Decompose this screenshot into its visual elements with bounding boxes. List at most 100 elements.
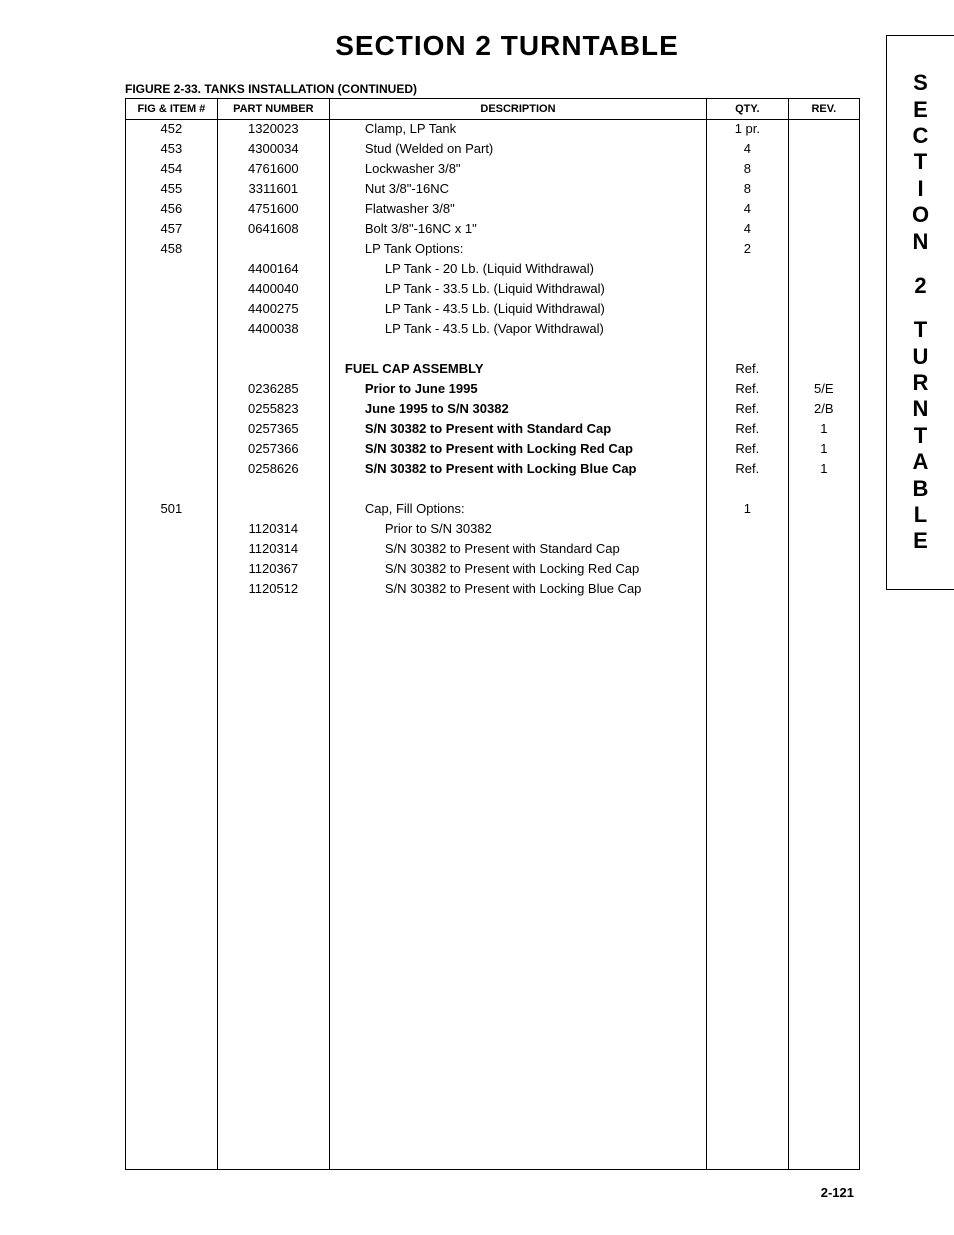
figure-caption: FIGURE 2-33. TANKS INSTALLATION (CONTINU… bbox=[125, 82, 904, 96]
cell-part: 0641608 bbox=[217, 220, 329, 240]
cell-desc: LP Tank - 20 Lb. (Liquid Withdrawal) bbox=[329, 260, 706, 280]
header-fig: Fig & Item # bbox=[126, 99, 218, 120]
cell-fig bbox=[126, 420, 218, 440]
cell-rev bbox=[788, 140, 859, 160]
desc-text: S/N 30382 to Present with Standard Cap bbox=[345, 541, 620, 556]
cell-desc: S/N 30382 to Present with Locking Blue C… bbox=[329, 580, 706, 600]
cell-part: 0255823 bbox=[217, 400, 329, 420]
side-tab-char: I bbox=[917, 176, 923, 202]
desc-text: Lockwasher 3/8" bbox=[345, 161, 461, 176]
side-tab-char: E bbox=[913, 97, 928, 123]
filler-cell bbox=[707, 600, 789, 1170]
side-tab-char: N bbox=[913, 229, 929, 255]
table-row: 0258626 S/N 30382 to Present with Locking… bbox=[126, 460, 860, 480]
cell-rev bbox=[788, 240, 859, 260]
side-tab-char: T bbox=[914, 149, 927, 175]
cell-desc: LP Tank - 43.5 Lb. (Liquid Withdrawal) bbox=[329, 300, 706, 320]
cell-desc: Stud (Welded on Part) bbox=[329, 140, 706, 160]
table-row: 1120367 S/N 30382 to Present with Locking… bbox=[126, 560, 860, 580]
page-container: SECTION 2 TURNTABLE FIGURE 2-33. TANKS I… bbox=[0, 0, 954, 1235]
side-tab-char: C bbox=[913, 123, 929, 149]
cell-qty bbox=[707, 540, 789, 560]
cell-desc: S/N 30382 to Present with Locking Red Ca… bbox=[329, 560, 706, 580]
table-row: 1120314Prior to S/N 30382 bbox=[126, 520, 860, 540]
cell-qty bbox=[707, 280, 789, 300]
table-row: FUEL CAP ASSEMBLYRef. bbox=[126, 360, 860, 380]
table-row: 1120314 S/N 30382 to Present with Standar… bbox=[126, 540, 860, 560]
cell-fig: 457 bbox=[126, 220, 218, 240]
filler-row bbox=[126, 600, 860, 1170]
cell-part: 1120314 bbox=[217, 540, 329, 560]
cell-qty: 4 bbox=[707, 220, 789, 240]
table-row: 501Cap, Fill Options:1 bbox=[126, 500, 860, 520]
cell-desc: Flatwasher 3/8" bbox=[329, 200, 706, 220]
cell-qty: Ref. bbox=[707, 380, 789, 400]
desc-text: S/N 30382 to Present with Locking Red Ca… bbox=[345, 561, 639, 576]
cell-part bbox=[217, 360, 329, 380]
cell-qty: 4 bbox=[707, 140, 789, 160]
cell-qty: 4 bbox=[707, 200, 789, 220]
cell-rev bbox=[788, 180, 859, 200]
table-row: 4400275LP Tank - 43.5 Lb. (Liquid Withdr… bbox=[126, 300, 860, 320]
side-tab-char: U bbox=[913, 344, 929, 370]
cell-part bbox=[217, 240, 329, 260]
table-row: 4544761600Lockwasher 3/8"8 bbox=[126, 160, 860, 180]
desc-text: Prior to S/N 30382 bbox=[345, 521, 492, 536]
cell-part: 1120367 bbox=[217, 560, 329, 580]
side-tab-char: N bbox=[913, 396, 929, 422]
cell-qty bbox=[707, 560, 789, 580]
page-number: 2-121 bbox=[821, 1185, 854, 1200]
desc-text: Stud (Welded on Part) bbox=[345, 141, 493, 156]
cell-fig bbox=[126, 460, 218, 480]
cell-rev bbox=[788, 260, 859, 280]
cell-fig bbox=[126, 300, 218, 320]
header-rev: Rev. bbox=[788, 99, 859, 120]
desc-text: S/N 30382 to Present with Locking Blue C… bbox=[345, 461, 637, 476]
cell-desc: S/N 30382 to Present with Locking Red Ca… bbox=[329, 440, 706, 460]
cell-qty bbox=[707, 520, 789, 540]
filler-cell bbox=[329, 600, 706, 1170]
side-tab-char: T bbox=[914, 423, 927, 449]
cell-desc: S/N 30382 to Present with Locking Blue C… bbox=[329, 460, 706, 480]
cell-rev bbox=[788, 160, 859, 180]
table-row: 1120512S/N 30382 to Present with Locking… bbox=[126, 580, 860, 600]
section-title: SECTION 2 TURNTABLE bbox=[110, 30, 904, 62]
cell-rev bbox=[788, 120, 859, 140]
cell-part: 0236285 bbox=[217, 380, 329, 400]
header-desc: Description bbox=[329, 99, 706, 120]
desc-text: LP Tank Options: bbox=[345, 241, 464, 256]
cell-qty: Ref. bbox=[707, 360, 789, 380]
filler-cell bbox=[217, 600, 329, 1170]
cell-part: 4400040 bbox=[217, 280, 329, 300]
desc-text: Clamp, LP Tank bbox=[345, 121, 456, 136]
cell-qty bbox=[707, 300, 789, 320]
cell-fig bbox=[126, 260, 218, 280]
cell-fig bbox=[126, 380, 218, 400]
cell-part: 0258626 bbox=[217, 460, 329, 480]
cell-fig bbox=[126, 560, 218, 580]
spacer-cell bbox=[126, 480, 218, 500]
table-body: 4521320023Clamp, LP Tank1 pr.4534300034S… bbox=[126, 120, 860, 1170]
cell-qty: 2 bbox=[707, 240, 789, 260]
cell-fig bbox=[126, 400, 218, 420]
table-row bbox=[126, 480, 860, 500]
table-row: 4400038LP Tank - 43.5 Lb. (Vapor Withdra… bbox=[126, 320, 860, 340]
cell-fig bbox=[126, 360, 218, 380]
side-tab-char: B bbox=[913, 476, 929, 502]
cell-rev: 1 bbox=[788, 460, 859, 480]
cell-qty bbox=[707, 320, 789, 340]
desc-text: LP Tank - 20 Lb. (Liquid Withdrawal) bbox=[345, 261, 594, 276]
desc-text: S/N 30382 to Present with Locking Red Ca… bbox=[345, 441, 633, 456]
cell-qty: 1 pr. bbox=[707, 120, 789, 140]
filler-cell bbox=[126, 600, 218, 1170]
cell-part: 1120512 bbox=[217, 580, 329, 600]
table-row: 4400040LP Tank - 33.5 Lb. (Liquid Withdr… bbox=[126, 280, 860, 300]
side-tab-char: L bbox=[914, 502, 927, 528]
cell-rev bbox=[788, 300, 859, 320]
table-row: 4534300034Stud (Welded on Part)4 bbox=[126, 140, 860, 160]
header-qty: Qty. bbox=[707, 99, 789, 120]
cell-desc: Prior to S/N 30382 bbox=[329, 520, 706, 540]
spacer-cell bbox=[707, 340, 789, 360]
cell-desc: Prior to June 1995 bbox=[329, 380, 706, 400]
table-row: 458LP Tank Options:2 bbox=[126, 240, 860, 260]
